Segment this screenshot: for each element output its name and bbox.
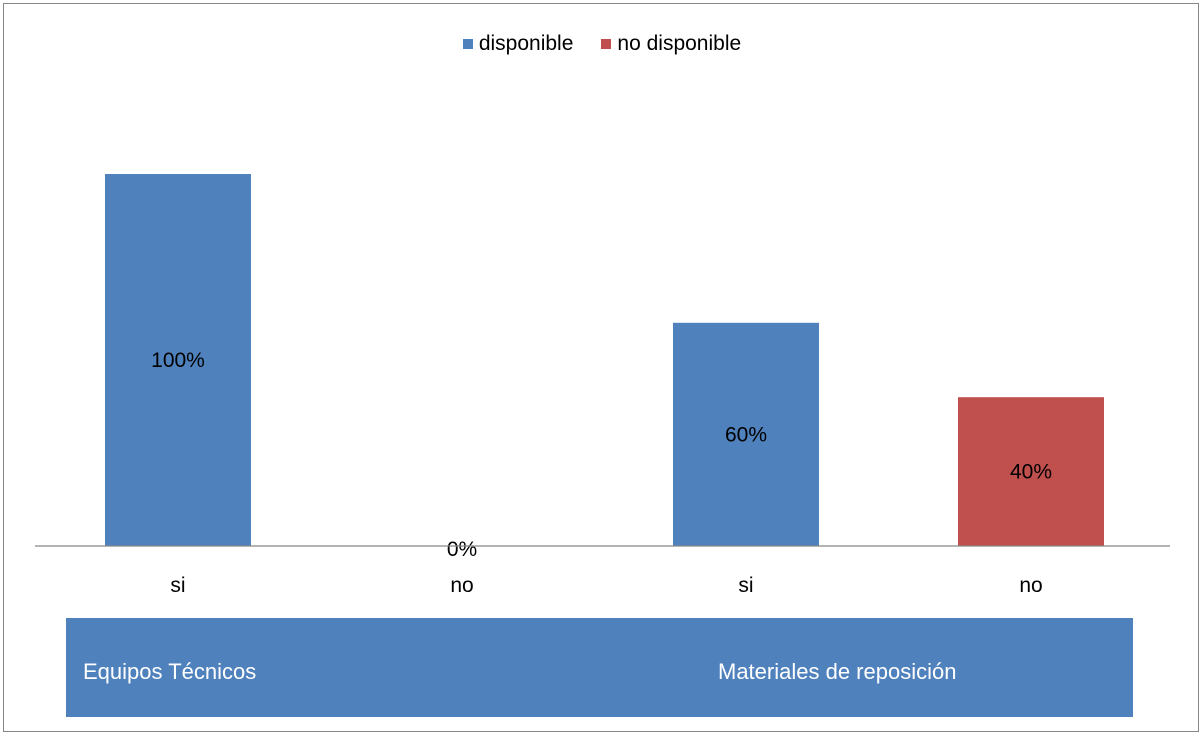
- legend-swatch-disponible: [462, 39, 473, 49]
- category-label-1: si: [170, 574, 185, 597]
- bar-4: [958, 397, 1104, 546]
- bar-1: [105, 174, 251, 546]
- category-label-2: no: [450, 574, 473, 597]
- legend-swatch-no-disponible: [601, 39, 612, 49]
- legend-item-disponible: disponible: [462, 32, 574, 56]
- data-label-3: 60%: [725, 423, 767, 446]
- group-label-equipos: Equipos Técnicos: [83, 659, 257, 684]
- legend-item-no-disponible: no disponible: [601, 32, 741, 56]
- data-label-4: 40%: [1010, 461, 1052, 484]
- bar-3: [673, 322, 819, 546]
- group-band: [66, 618, 1133, 717]
- category-label-3: si: [738, 574, 753, 597]
- legend-label-no-disponible: no disponible: [617, 32, 742, 55]
- category-label-4: no: [1019, 574, 1042, 597]
- legend-label-disponible: disponible: [478, 32, 574, 55]
- data-label-1: 100%: [151, 349, 205, 372]
- legend: disponible no disponible: [0, 32, 1204, 56]
- group-label-materiales: Materiales de reposición: [718, 659, 957, 684]
- data-label-2: 0%: [447, 538, 477, 561]
